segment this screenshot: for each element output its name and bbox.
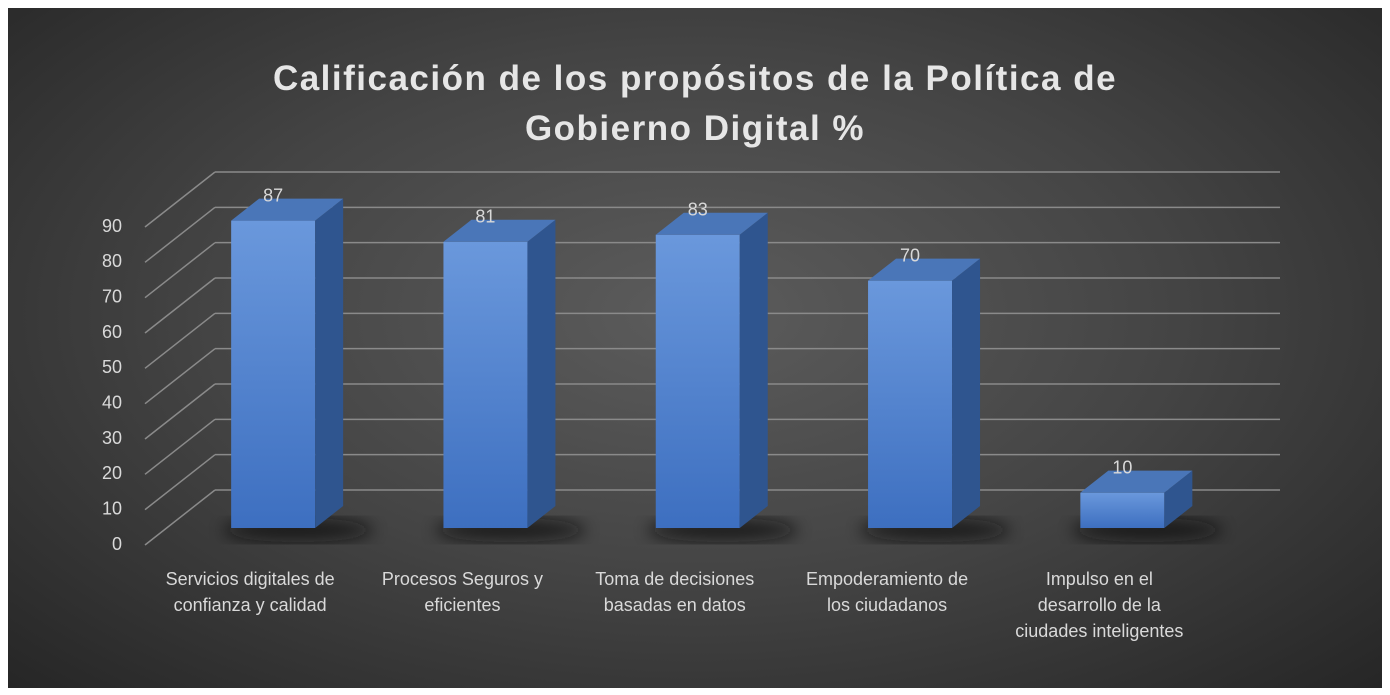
bar-top [868, 258, 981, 281]
grid-line [144, 277, 216, 334]
bar-front [1080, 492, 1165, 528]
bar-top [1080, 470, 1193, 493]
x-tick-label: Servicios digitales de confianza y calid… [165, 569, 335, 615]
grid-line [144, 242, 216, 299]
bar-top [655, 212, 768, 235]
y-tick-label: 60 [102, 322, 122, 342]
y-tick-label: 10 [102, 498, 122, 518]
bar-front [868, 280, 953, 528]
bar-top [231, 198, 344, 221]
y-tick-label: 20 [102, 463, 122, 483]
chart-title: Calificación de los propósitos de la Pol… [272, 59, 1118, 148]
y-tick-label: 0 [112, 534, 122, 554]
bar-front [655, 234, 740, 528]
grid-line [144, 383, 216, 440]
x-tick-label: Impulso en el desarrollo de la ciudades … [1015, 569, 1184, 641]
x-tick-label: Toma de decisiones basadas en datos [595, 569, 755, 615]
y-tick-label: 40 [102, 392, 122, 412]
bar-side [739, 212, 768, 528]
bar-side [952, 258, 981, 528]
y-tick-label: 80 [102, 251, 122, 271]
y-tick-label: 70 [102, 286, 122, 306]
grid-line [144, 454, 216, 511]
y-tick-label: 50 [102, 357, 122, 377]
data-label: 81 [475, 207, 495, 227]
grid-line [144, 418, 216, 475]
grid-line [144, 171, 216, 228]
data-label: 87 [263, 185, 283, 205]
data-label: 70 [900, 245, 920, 265]
grid-line [144, 206, 216, 263]
bar-side [527, 219, 556, 529]
data-label: 83 [688, 199, 708, 219]
y-tick-label: 30 [102, 428, 122, 448]
data-label: 10 [1112, 457, 1132, 477]
grid-line [144, 348, 216, 405]
bar-top [443, 219, 556, 242]
y-tick-label: 90 [102, 216, 122, 236]
x-tick-label: Empoderamiento de los ciudadanos [805, 569, 969, 615]
x-tick-label: Procesos Seguros y eficientes [381, 569, 543, 615]
bar-side [1164, 470, 1193, 528]
bar-side [315, 198, 344, 528]
grid-line [144, 312, 216, 369]
bar-front [443, 241, 528, 529]
bar-front [231, 220, 316, 528]
grid-line [144, 489, 216, 546]
